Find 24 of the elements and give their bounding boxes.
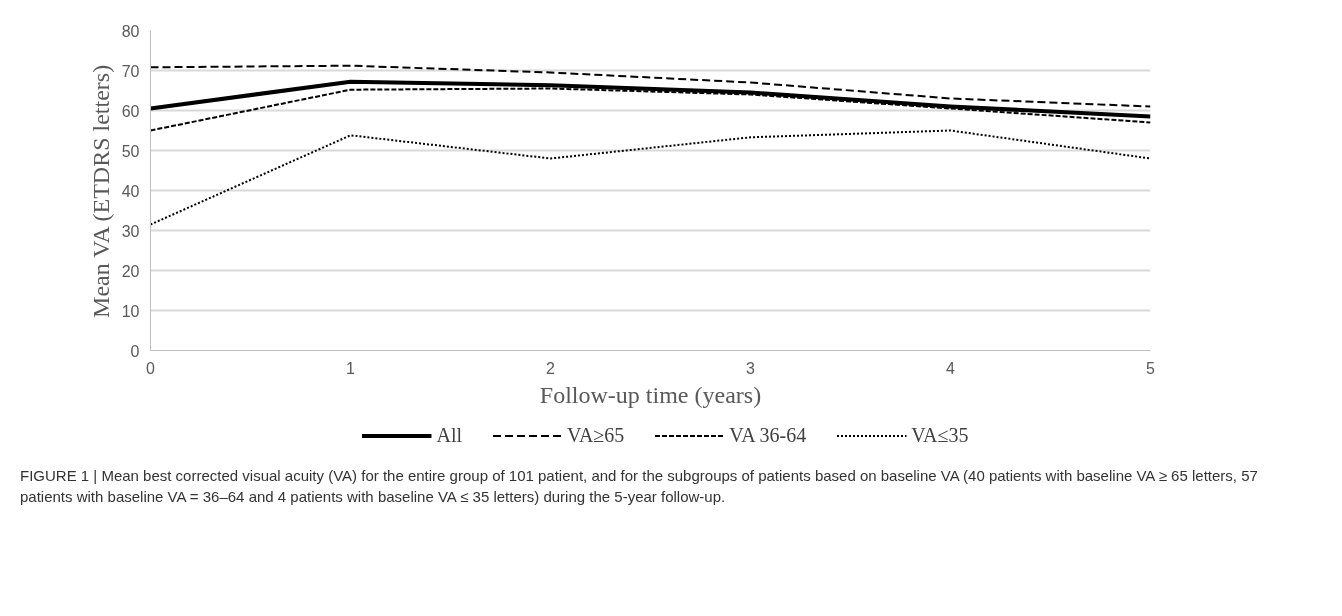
y-tick-label: 80 bbox=[121, 22, 140, 40]
y-tick-label: 30 bbox=[121, 222, 140, 240]
x-tick-label: 0 bbox=[146, 359, 156, 377]
y-tick-label: 50 bbox=[121, 142, 140, 160]
legend-label: VA 36-64 bbox=[729, 423, 807, 447]
x-axis-title: Follow-up time (years) bbox=[539, 381, 762, 408]
y-axis-title: Mean VA (ETDRS letters) bbox=[87, 64, 114, 318]
x-tick-label: 2 bbox=[546, 359, 556, 377]
caption: FIGURE 1 | Mean best corrected visual acuity (VA) for the entire group of 101 patient, and for the subgroups of patients based on baseline VA (40 patients with baseline VA ≥ 65 letters, 57 patients with baseline VA = 36–64 and 4 patients with baseline VA ≤ 35 letters) during the 5-year follow-up. bbox=[20, 466, 1259, 508]
y-tick-label: 20 bbox=[121, 262, 140, 280]
y-tick-label: 0 bbox=[130, 342, 140, 360]
legend-label: VA≥65 bbox=[567, 423, 625, 447]
line-series bbox=[150, 64, 1151, 108]
legend-label: All bbox=[436, 423, 463, 447]
x-tick-label: 1 bbox=[346, 359, 356, 377]
y-tick-label: 60 bbox=[121, 102, 140, 120]
line-series bbox=[150, 129, 1151, 226]
y-tick-label: 40 bbox=[121, 182, 140, 200]
y-tick-label: 70 bbox=[121, 62, 140, 80]
legend-label: VA≤35 bbox=[911, 423, 969, 447]
x-tick-label: 3 bbox=[746, 359, 756, 377]
x-tick-label: 5 bbox=[1146, 359, 1156, 377]
y-tick-label: 10 bbox=[121, 302, 140, 320]
x-tick-label: 4 bbox=[946, 359, 956, 377]
